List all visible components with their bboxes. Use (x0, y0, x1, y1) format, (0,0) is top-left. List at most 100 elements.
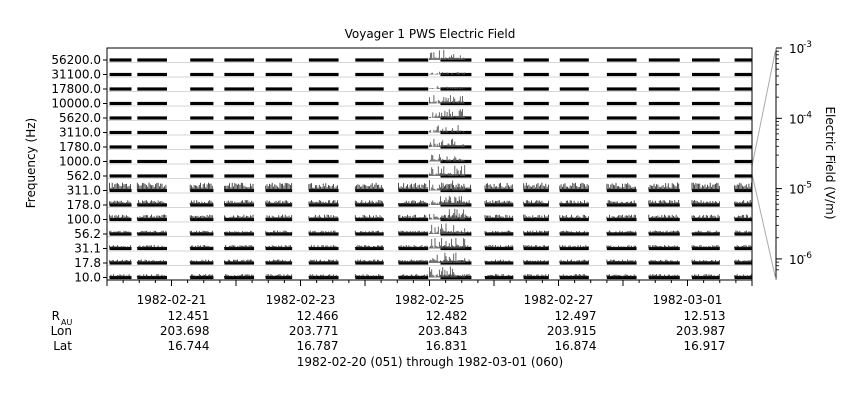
emission-spikes (484, 182, 513, 191)
y-tick-label: 10.0 (74, 271, 101, 285)
burst-emission (429, 71, 466, 75)
data-segment (398, 101, 429, 106)
data-segment (484, 159, 514, 164)
data-segment (606, 101, 637, 106)
data-segment (137, 159, 167, 164)
data-segment (137, 261, 167, 265)
data-segment (692, 246, 720, 251)
data-segment (137, 232, 167, 236)
data-segment (559, 116, 589, 120)
data-segment (398, 130, 429, 135)
data-segment (398, 232, 429, 236)
burst-emission (429, 223, 466, 234)
emission-spikes (224, 245, 254, 249)
colorbar-tick-base: 10 (789, 183, 804, 197)
data-segment (606, 261, 637, 265)
emission-spikes (648, 274, 680, 278)
data-segment (224, 116, 255, 120)
emission-spikes (648, 200, 680, 205)
data-segment (692, 116, 720, 120)
data-segment (523, 188, 549, 193)
emission-spikes (136, 214, 167, 220)
data-segment (308, 174, 339, 178)
emission-spikes (354, 200, 383, 205)
channel-row (109, 154, 752, 164)
data-segment (734, 72, 752, 77)
data-segment (355, 174, 384, 178)
data-segment (606, 203, 637, 207)
emission-spikes (648, 245, 680, 249)
emission-spikes (109, 230, 131, 234)
emission-spikes (109, 245, 131, 249)
data-segment (265, 58, 293, 62)
data-segment (606, 174, 637, 178)
data-segment (692, 130, 720, 135)
y-tick-label: 178.0 (67, 198, 101, 212)
emission-spikes (734, 214, 752, 220)
data-segment (137, 203, 167, 207)
emission-spikes (691, 259, 720, 263)
emission-spikes (265, 230, 293, 234)
data-segment (559, 130, 589, 135)
channel-row (109, 165, 752, 178)
emission-spikes (189, 274, 213, 278)
emission-spikes (559, 274, 589, 278)
emission-spikes (224, 259, 254, 263)
x-tick-label: 1982-02-21 (137, 293, 207, 307)
data-segment (224, 58, 255, 62)
emission-spikes (265, 245, 293, 249)
data-segment (355, 145, 384, 149)
data-segment (109, 232, 132, 236)
emission-spikes (308, 230, 338, 234)
emission-spikes (523, 274, 549, 278)
y-tick-label: 31.1 (74, 242, 101, 256)
y-tick-label: 1780.0 (59, 140, 101, 154)
data-segment (398, 188, 429, 193)
data-segment (692, 217, 720, 222)
data-segment (484, 145, 514, 149)
colorbar-tick-base: 10 (789, 112, 804, 126)
y-axis-label: Frequency (Hz) (24, 118, 38, 209)
y-tick-label: 56.2 (74, 227, 101, 241)
data-segment (355, 101, 384, 106)
emission-spikes (484, 200, 513, 205)
data-segment (648, 101, 680, 106)
emission-spikes (189, 259, 213, 263)
emission-spikes (398, 230, 428, 234)
emission-spikes (224, 200, 254, 205)
data-segment (692, 87, 720, 91)
emission-spikes (136, 182, 167, 191)
data-segment (692, 145, 720, 149)
data-segment (109, 261, 132, 265)
emission-spikes (523, 200, 549, 205)
ephemeris-row-label: Lon (51, 324, 72, 338)
ephemeris-value: 12.513 (684, 309, 726, 323)
data-segment (734, 58, 752, 62)
data-segment (734, 188, 752, 193)
data-segment (523, 203, 549, 207)
data-segment (109, 72, 132, 77)
emission-spikes (109, 200, 131, 205)
colorbar-tick-exp: -3 (803, 40, 812, 50)
colorbar-connector (751, 173, 777, 281)
emission-spikes (136, 245, 167, 249)
x-tick-label: 1982-03-01 (653, 293, 723, 307)
data-segment (523, 145, 549, 149)
data-segment (398, 58, 429, 62)
data-segment (734, 101, 752, 106)
data-segment (734, 275, 752, 280)
data-segment (440, 72, 472, 77)
data-segment (606, 87, 637, 91)
data-segment (355, 87, 384, 91)
channel-row (109, 252, 752, 265)
data-segment (224, 87, 255, 91)
emission-spikes (354, 259, 383, 263)
data-segment (109, 116, 132, 120)
emission-spikes (648, 259, 680, 263)
data-segment (606, 116, 637, 120)
channel-row (109, 195, 752, 207)
data-segment (224, 159, 255, 164)
data-segment (734, 174, 752, 178)
data-segment (190, 72, 214, 77)
data-segment (692, 275, 720, 280)
